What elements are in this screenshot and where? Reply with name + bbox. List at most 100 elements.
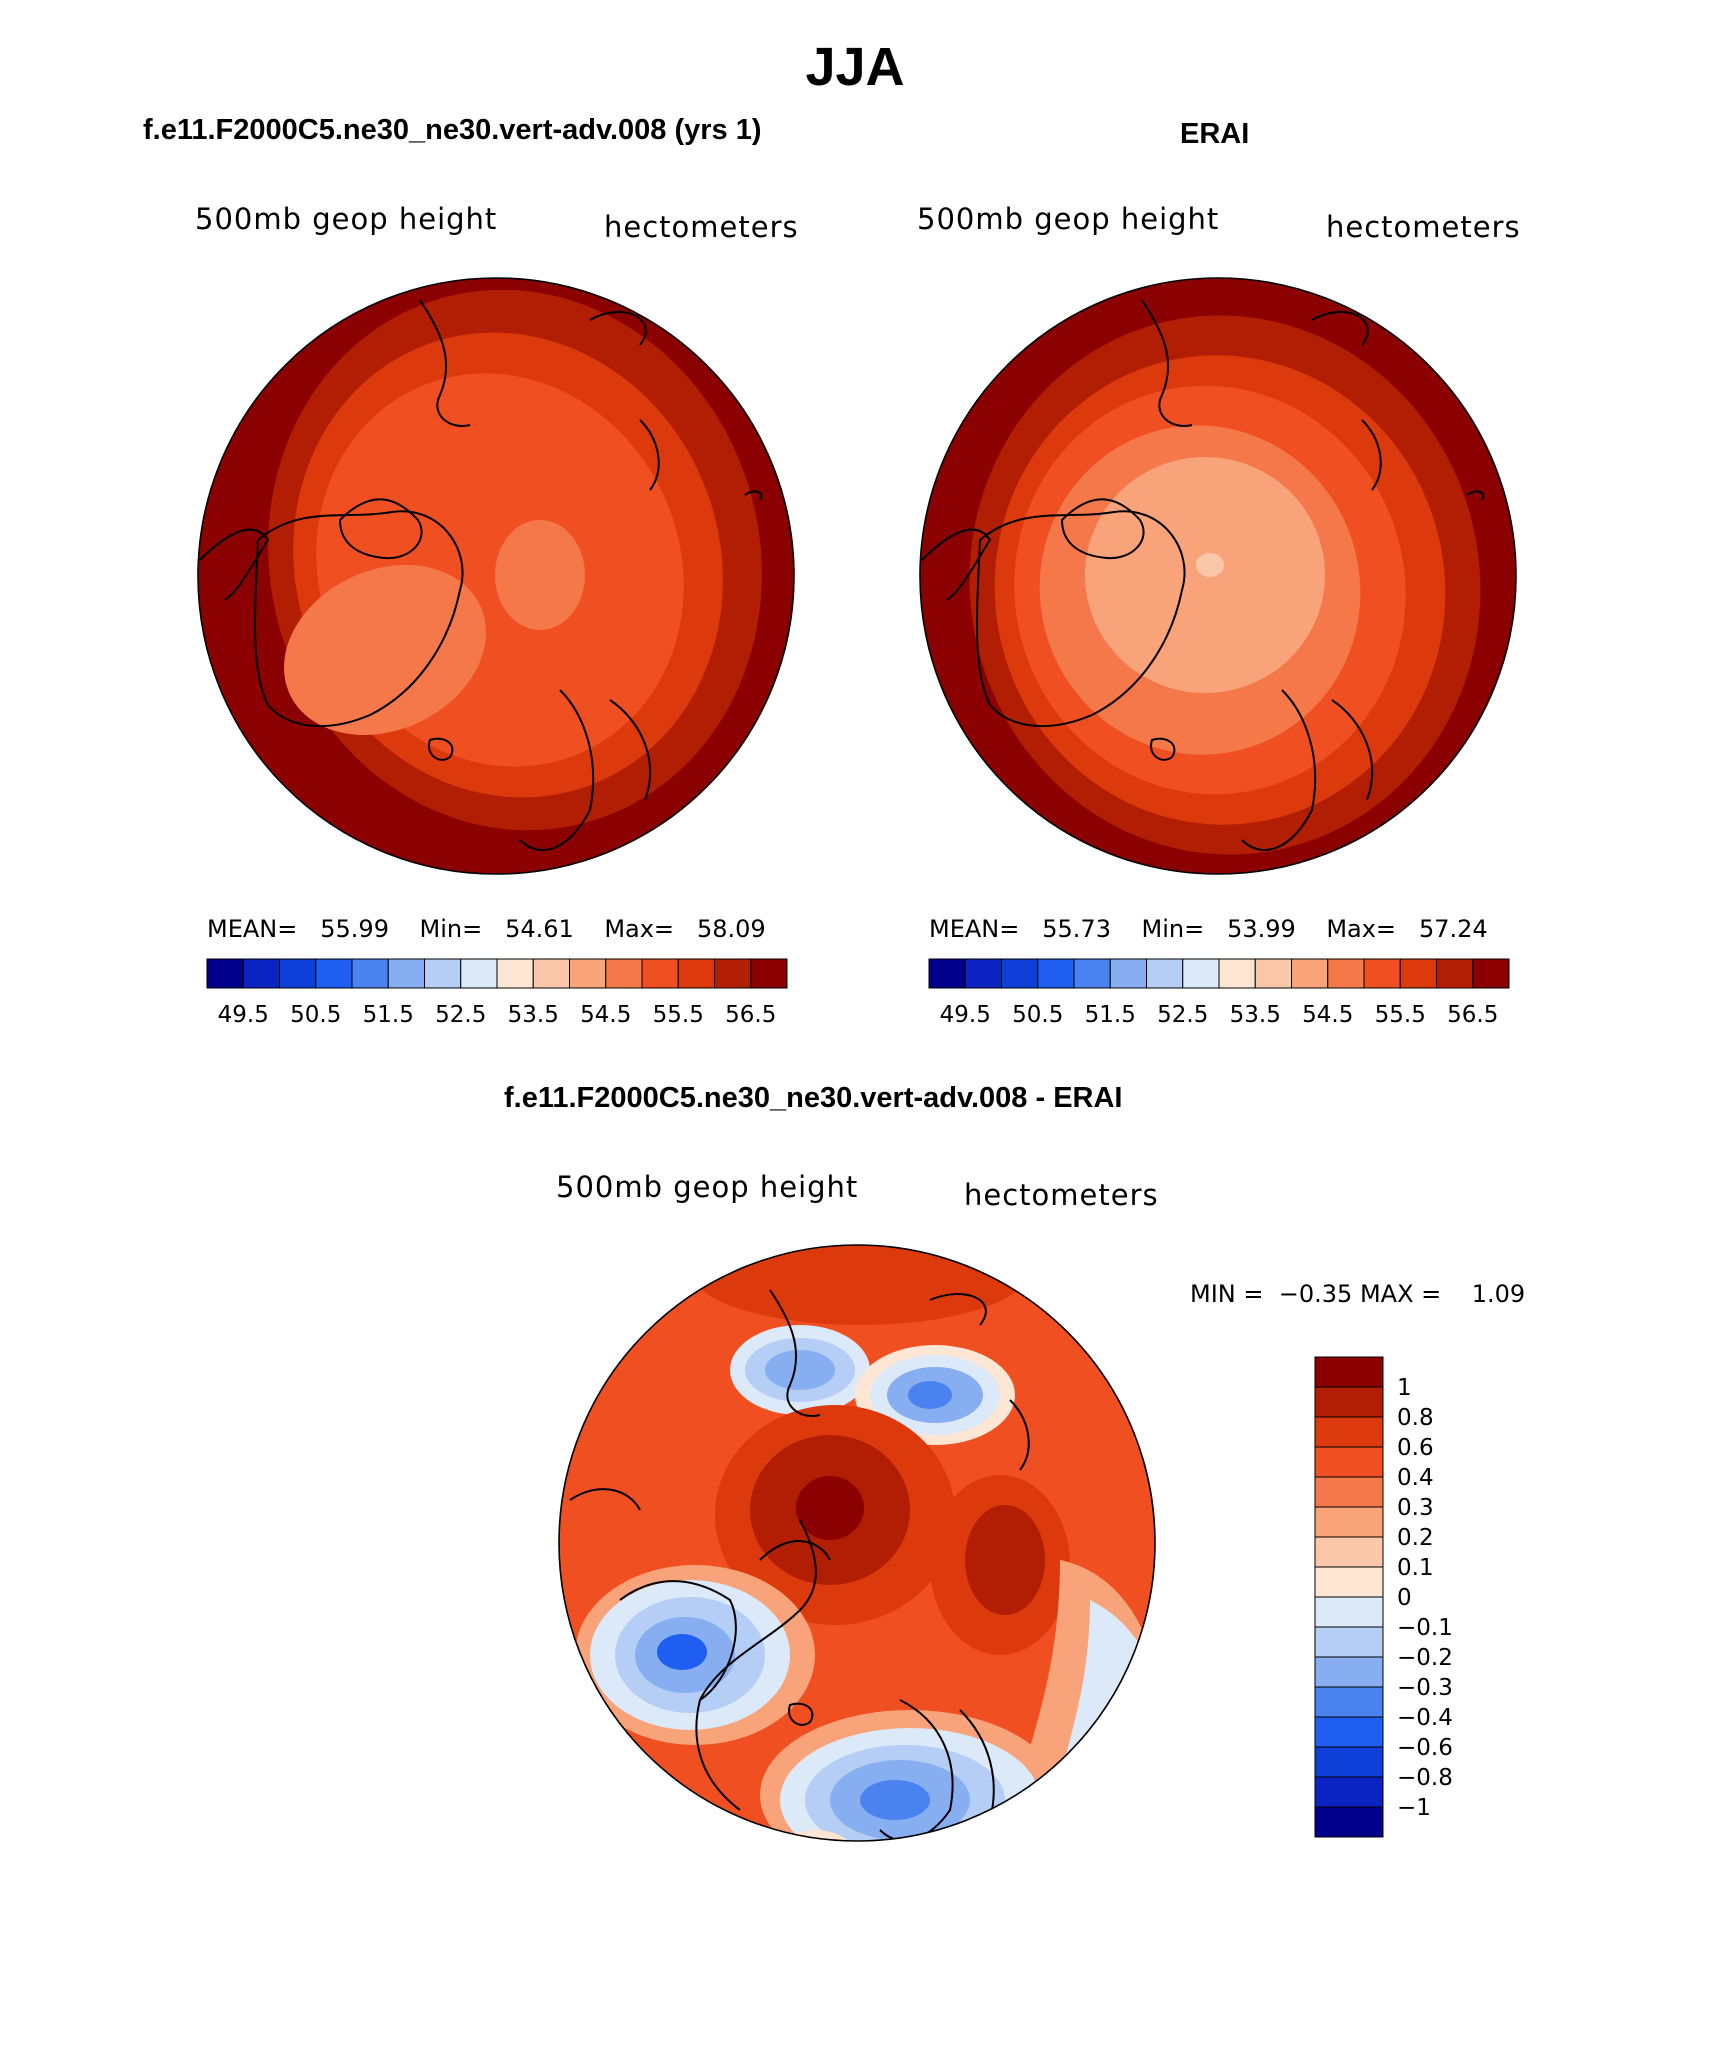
colorbar-difference-swatch — [1314, 1446, 1384, 1478]
colorbar-difference-swatch — [1314, 1476, 1384, 1508]
colorbar-model-tick-label: 53.5 — [508, 1002, 559, 1028]
colorbar-difference-swatch — [1314, 1746, 1384, 1778]
colorbar-model-swatch — [677, 958, 715, 989]
colorbar-difference-tick-label: 0.2 — [1397, 1525, 1434, 1551]
panel-model-title: f.e11.F2000C5.ne30_ne30.vert-adv.008 (yr… — [143, 114, 762, 146]
colorbar-difference-swatch — [1314, 1416, 1384, 1448]
colorbar-model-swatch — [315, 958, 353, 989]
colorbar-obs-swatch — [1363, 958, 1401, 989]
colorbar-model-tick-label: 54.5 — [580, 1002, 631, 1028]
colorbar-difference: 1 0.8 0.6 0.4 0.3 0.2 0.1 0 −0.1 −0.2 −0.3 −0.4 −0.6… — [1314, 1356, 1453, 1838]
diff-min: −0.35 — [1278, 1280, 1353, 1308]
obs-min: 53.99 — [1227, 915, 1296, 943]
colorbar-difference-swatch — [1314, 1566, 1384, 1598]
colorbar-difference-tick-label: −0.4 — [1397, 1705, 1453, 1731]
colorbar-obs-tick-label: 55.5 — [1375, 1002, 1426, 1028]
colorbar-obs-tick-label: 50.5 — [1012, 1002, 1063, 1028]
model-stats: MEAN= 55.99 Min= 54.61 Max= 58.09 — [207, 915, 766, 943]
diff-variable: 500mb geop height — [556, 1170, 859, 1204]
colorbar-obs-swatch — [1182, 958, 1220, 989]
model-max: 58.09 — [696, 915, 766, 943]
colorbar-model-swatch — [641, 958, 679, 989]
colorbar-difference-tick-label: 0.1 — [1397, 1555, 1434, 1581]
colorbar-difference-tick-label: −0.2 — [1397, 1645, 1453, 1671]
colorbar-obs-swatch — [928, 958, 966, 989]
obs-mean: 55.73 — [1042, 915, 1111, 943]
colorbar-difference-tick-label: 0 — [1397, 1585, 1412, 1611]
obs-stats: MEAN= 55.73 Min= 53.99 Max= 57.24 — [929, 915, 1488, 943]
colorbar-difference-tick-label: 0.8 — [1397, 1405, 1434, 1431]
colorbar-model-tick-label: 50.5 — [290, 1002, 341, 1028]
colorbar-model-swatch — [750, 958, 788, 989]
panel-obs-variable: 500mb geop height — [917, 202, 1220, 236]
colorbar-model-swatch — [460, 958, 498, 989]
diff-minmax: MIN = −0.35 MAX = 1.09 — [1190, 1280, 1525, 1308]
colorbar-model-swatch — [569, 958, 607, 989]
colorbar-model-swatch — [496, 958, 534, 989]
map-obs — [920, 278, 1516, 874]
colorbar-obs-tick-label: 56.5 — [1447, 1002, 1498, 1028]
colorbar-model-swatch — [424, 958, 462, 989]
colorbar-difference-tick-label: 0.4 — [1397, 1465, 1434, 1491]
model-mean: 55.99 — [320, 915, 389, 943]
colorbar-obs: 49.5 50.5 51.5 52.5 53.5 54.5 55.5 56.5 — [928, 958, 1510, 1028]
diff-units: hectometers — [964, 1178, 1159, 1212]
model-min-label: Min= — [419, 915, 483, 943]
colorbar-difference-tick-label: −0.6 — [1397, 1735, 1453, 1761]
colorbar-obs-swatch — [964, 958, 1002, 989]
colorbar-difference-tick-label: 0.3 — [1397, 1495, 1434, 1521]
colorbar-difference-tick-label: −0.3 — [1397, 1675, 1453, 1701]
diff-min-label: MIN = — [1190, 1280, 1264, 1308]
obs-mean-label: MEAN= — [929, 915, 1020, 943]
colorbar-difference-tick-label: 1 — [1397, 1375, 1412, 1401]
model-max-label: Max= — [604, 915, 675, 943]
colorbar-model-tick-label: 49.5 — [218, 1002, 269, 1028]
colorbar-model-swatch — [206, 958, 244, 989]
colorbar-obs-swatch — [1109, 958, 1147, 989]
colorbar-obs-swatch — [1037, 958, 1075, 989]
obs-min-label: Min= — [1141, 915, 1205, 943]
model-min: 54.61 — [505, 915, 574, 943]
colorbar-model-tick-label: 56.5 — [725, 1002, 776, 1028]
colorbar-difference-tick-label: −0.8 — [1397, 1765, 1453, 1791]
colorbar-difference-swatch — [1314, 1686, 1384, 1718]
colorbar-model-swatch — [279, 958, 317, 989]
panel-obs-units: hectometers — [1326, 210, 1521, 244]
colorbar-difference-swatch — [1314, 1356, 1384, 1388]
colorbar-difference-swatch — [1314, 1656, 1384, 1688]
colorbar-obs-swatch — [1291, 958, 1329, 989]
colorbar-difference-swatch — [1314, 1716, 1384, 1748]
model-mean-label: MEAN= — [207, 915, 298, 943]
colorbar-difference-tick-label: −1 — [1397, 1795, 1431, 1821]
colorbar-difference-swatch — [1314, 1536, 1384, 1568]
colorbar-obs-swatch — [1472, 958, 1510, 989]
colorbar-model-tick-label: 52.5 — [435, 1002, 486, 1028]
colorbar-obs-swatch — [1254, 958, 1292, 989]
colorbar-model-swatch — [605, 958, 643, 989]
colorbar-difference-tick-label: 0.6 — [1397, 1435, 1434, 1461]
colorbar-model-swatch — [351, 958, 389, 989]
panel-model-variable: 500mb geop height — [195, 202, 498, 236]
colorbar-model-swatch — [387, 958, 425, 989]
colorbar-difference-swatch — [1314, 1806, 1384, 1838]
colorbar-difference-swatch — [1314, 1596, 1384, 1628]
colorbar-model-tick-label: 51.5 — [363, 1002, 414, 1028]
colorbar-difference-swatch — [1314, 1386, 1384, 1418]
colorbar-obs-swatch — [1146, 958, 1184, 989]
colorbar-difference-swatch — [1314, 1506, 1384, 1538]
colorbar-obs-swatch — [1327, 958, 1365, 989]
colorbar-model: 49.5 50.5 51.5 52.5 53.5 54.5 55.5 56.5 — [206, 958, 788, 1028]
colorbar-difference-swatch — [1314, 1776, 1384, 1808]
diff-max-label: MAX = — [1359, 1280, 1442, 1308]
colorbar-obs-tick-label: 54.5 — [1302, 1002, 1353, 1028]
map-difference — [559, 1245, 1155, 1841]
figure-title: JJA — [805, 37, 905, 97]
colorbar-obs-swatch — [1001, 958, 1039, 989]
obs-max-label: Max= — [1326, 915, 1397, 943]
colorbar-obs-tick-label: 53.5 — [1230, 1002, 1281, 1028]
diff-max: 1.09 — [1471, 1280, 1526, 1308]
colorbar-obs-tick-label: 52.5 — [1157, 1002, 1208, 1028]
colorbar-model-swatch — [532, 958, 570, 989]
diff-title: f.e11.F2000C5.ne30_ne30.vert-adv.008 - E… — [504, 1082, 1123, 1114]
